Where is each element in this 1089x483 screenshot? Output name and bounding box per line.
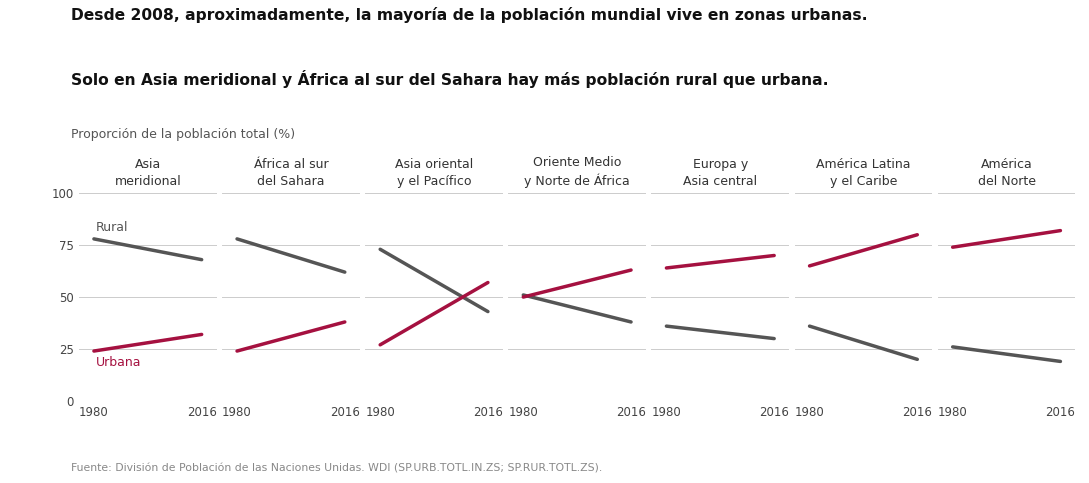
Text: Urbana: Urbana (96, 356, 140, 369)
Text: Desde 2008, aproximadamente, la mayoría de la población mundial vive en zonas ur: Desde 2008, aproximadamente, la mayoría … (71, 7, 868, 23)
Text: Rural: Rural (96, 221, 127, 234)
Text: Oriente Medio
y Norte de África: Oriente Medio y Norte de África (524, 156, 631, 188)
Text: Proporción de la población total (%): Proporción de la población total (%) (71, 128, 295, 141)
Text: Europa y
Asia central: Europa y Asia central (683, 158, 757, 188)
Text: Asia oriental
y el Pacífico: Asia oriental y el Pacífico (395, 158, 473, 188)
Text: Asia
meridional: Asia meridional (114, 158, 181, 188)
Text: África al sur
del Sahara: África al sur del Sahara (254, 158, 328, 188)
Text: Fuente: División de Población de las Naciones Unidas. WDI (SP.URB.TOTL.IN.ZS; SP: Fuente: División de Población de las Nac… (71, 463, 602, 473)
Text: América
del Norte: América del Norte (978, 158, 1036, 188)
Text: América Latina
y el Caribe: América Latina y el Caribe (816, 158, 910, 188)
Text: Solo en Asia meridional y África al sur del Sahara hay más población rural que u: Solo en Asia meridional y África al sur … (71, 70, 829, 88)
